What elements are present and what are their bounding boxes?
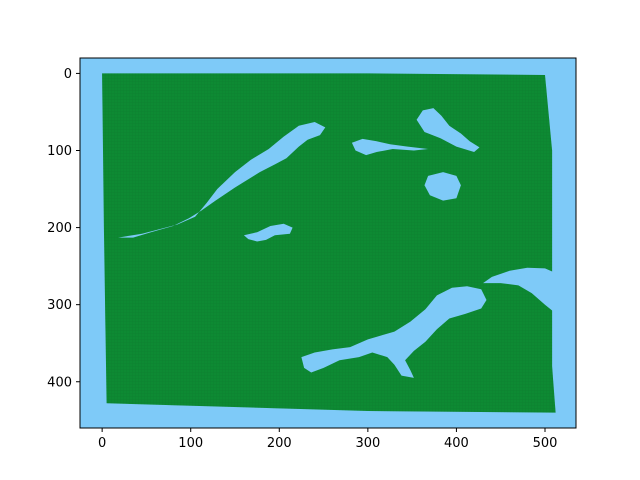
y-tick-label: 400 bbox=[47, 375, 72, 390]
land-grid-texture bbox=[102, 73, 556, 413]
lake-east-shore-lake bbox=[483, 267, 565, 316]
lake-channel-lake bbox=[351, 138, 429, 156]
x-tick-label: 500 bbox=[533, 436, 558, 451]
lake-round-lake bbox=[424, 172, 461, 201]
plot-frame bbox=[79, 57, 577, 429]
x-tick-label: 400 bbox=[444, 436, 469, 451]
lakes-group bbox=[118, 108, 565, 378]
lake-long-lake-west bbox=[118, 122, 326, 238]
x-tick-label: 100 bbox=[178, 436, 203, 451]
x-tick-label: 0 bbox=[98, 436, 106, 451]
x-axis: 0 100 200 300 400 500 bbox=[98, 428, 557, 451]
y-tick-label: 0 bbox=[64, 67, 72, 82]
x-tick-label: 300 bbox=[355, 436, 380, 451]
lake-mid-small-lake bbox=[243, 223, 293, 242]
y-tick-label: 300 bbox=[47, 298, 72, 313]
map-plot-area bbox=[79, 57, 577, 429]
y-tick-label: 200 bbox=[47, 221, 72, 236]
lake-south-lake bbox=[301, 286, 487, 378]
x-tick-label: 200 bbox=[267, 436, 292, 451]
lake-north-lake bbox=[416, 108, 480, 152]
y-tick-label: 100 bbox=[47, 144, 72, 159]
y-axis: 0 100 200 300 400 bbox=[47, 67, 80, 390]
